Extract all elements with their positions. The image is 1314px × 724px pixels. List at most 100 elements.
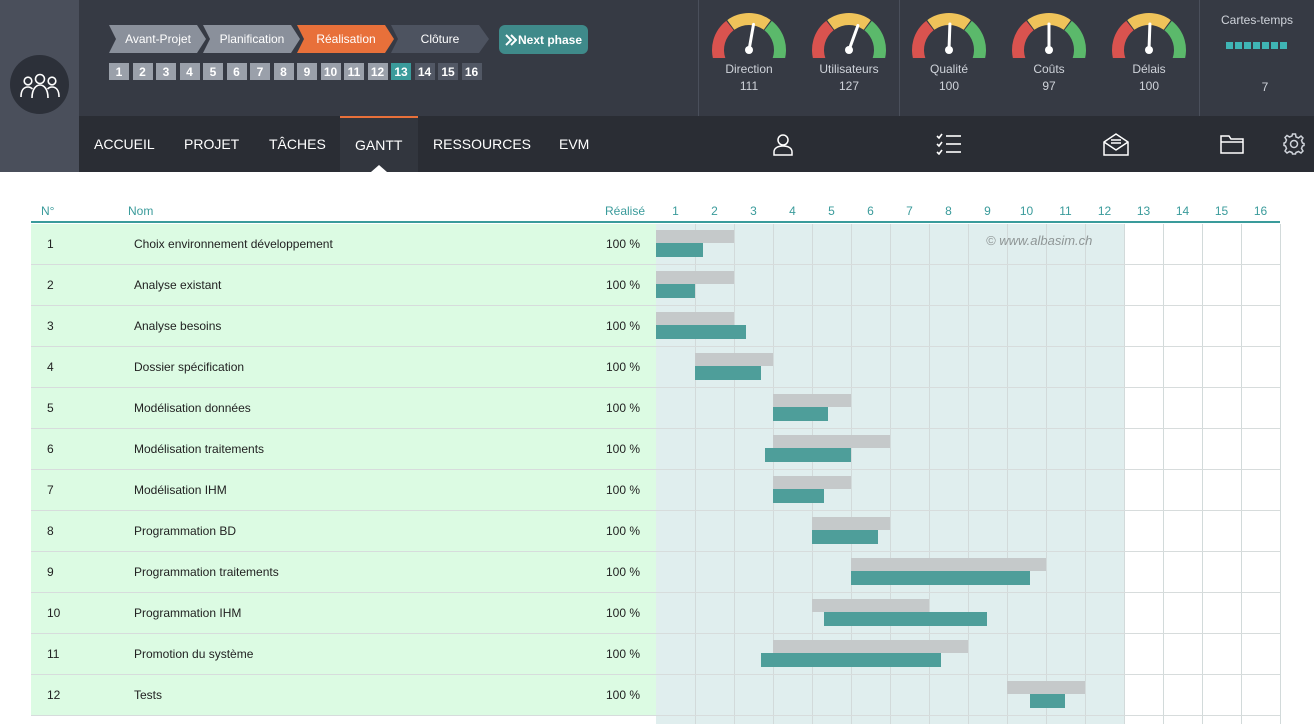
phase-cloture[interactable]: Clôture (420, 32, 460, 46)
day-header-5: 5 (828, 204, 835, 218)
gantt-gridline (1046, 224, 1047, 724)
table-row[interactable]: 10 Programmation IHM 100 % (31, 593, 1280, 634)
step-8[interactable]: 8 (273, 63, 294, 80)
table-row[interactable]: 1 Choix environnement développement 100 % (31, 224, 1280, 265)
step-11[interactable]: 11 (344, 63, 364, 80)
step-5[interactable]: 5 (203, 63, 223, 80)
task-realise: 100 % (606, 565, 641, 579)
table-row[interactable]: 8 Programmation BD 100 % (31, 511, 1280, 552)
nav-evm[interactable]: EVM (559, 136, 590, 152)
table-row[interactable]: 9 Programmation traitements 100 % (31, 552, 1280, 593)
actual-bar[interactable] (656, 284, 695, 298)
planned-bar[interactable] (656, 312, 734, 325)
step-3[interactable]: 3 (156, 63, 176, 80)
planned-bar[interactable] (773, 640, 968, 653)
step-10[interactable]: 10 (320, 63, 341, 80)
user-icon[interactable] (762, 116, 804, 172)
table-row[interactable]: 7 Modélisation IHM 100 % (31, 470, 1280, 511)
planned-bar[interactable] (812, 517, 890, 530)
actual-bar[interactable] (656, 243, 703, 257)
gauge-value: 111 (739, 79, 759, 93)
step-12[interactable]: 12 (367, 63, 388, 80)
table-row[interactable]: 12 Tests 100 % (31, 675, 1280, 716)
mail-icon[interactable] (1095, 116, 1137, 172)
step-2[interactable]: 2 (132, 63, 153, 80)
col-header-name: Nom (128, 204, 154, 218)
row-info-cell: 6 Modélisation traitements 100 % (31, 429, 656, 469)
day-header-8: 8 (945, 204, 952, 218)
phase-avant-projet[interactable]: Avant-Projet (125, 32, 191, 46)
step-1[interactable]: 1 (109, 63, 129, 80)
gantt-gridline (929, 224, 930, 724)
actual-bar[interactable] (761, 653, 941, 667)
gear-icon[interactable] (1274, 116, 1314, 172)
actual-bar[interactable] (851, 571, 1031, 585)
task-number: 5 (47, 401, 54, 415)
table-row[interactable]: 4 Dossier spécification 100 % (31, 347, 1280, 388)
nav-taches[interactable]: TÂCHES (269, 136, 326, 152)
team-logo-icon[interactable] (10, 55, 69, 114)
folder-icon[interactable] (1210, 116, 1254, 172)
task-name: Modélisation données (134, 401, 251, 415)
nav-ressources[interactable]: RESSOURCES (433, 136, 532, 152)
planned-bar[interactable] (656, 230, 734, 243)
day-header-7: 7 (906, 204, 913, 218)
table-row[interactable]: 5 Modélisation données 100 % (31, 388, 1280, 429)
phase-planification[interactable]: Planification (219, 32, 285, 46)
step-7[interactable]: 7 (250, 63, 270, 80)
task-name: Analyse besoins (134, 319, 222, 333)
day-header-16: 16 (1253, 204, 1268, 218)
step-14[interactable]: 14 (414, 63, 435, 80)
task-number: 8 (47, 524, 54, 538)
day-header-15: 15 (1214, 204, 1229, 218)
row-info-cell: 8 Programmation BD 100 % (31, 511, 656, 551)
planned-bar[interactable] (656, 271, 734, 284)
task-name: Modélisation traitements (134, 442, 265, 456)
gauge-label: Délais (1132, 62, 1166, 76)
actual-bar[interactable] (656, 325, 746, 339)
table-row[interactable]: 6 Modélisation traitements 100 % (31, 429, 1280, 470)
phase-realisation[interactable]: Réalisation (316, 32, 376, 46)
nav-gantt[interactable]: GANTT (340, 116, 418, 172)
gantt-gridline (1202, 224, 1203, 724)
step-6[interactable]: 6 (226, 63, 247, 80)
gantt-gridline (812, 224, 813, 724)
next-phase-button[interactable]: Next phase (499, 25, 588, 54)
table-row[interactable]: 2 Analyse existant 100 % (31, 265, 1280, 306)
gauge-dial (1112, 12, 1186, 58)
nav-projet[interactable]: PROJET (184, 136, 240, 152)
planned-bar[interactable] (812, 599, 929, 612)
actual-bar[interactable] (812, 530, 879, 544)
actual-bar[interactable] (695, 366, 762, 380)
checklist-icon[interactable] (928, 116, 970, 172)
day-header-9: 9 (984, 204, 991, 218)
planned-bar[interactable] (773, 394, 851, 407)
table-row[interactable]: 3 Analyse besoins 100 % (31, 306, 1280, 347)
day-header-11: 11 (1059, 204, 1072, 218)
actual-bar[interactable] (1030, 694, 1066, 708)
actual-bar[interactable] (773, 407, 828, 421)
step-4[interactable]: 4 (179, 63, 200, 80)
row-info-cell: 5 Modélisation données 100 % (31, 388, 656, 428)
planned-bar[interactable] (851, 558, 1046, 571)
actual-bar[interactable] (823, 612, 988, 626)
gantt-gridline (1163, 224, 1164, 724)
day-header-2: 2 (711, 204, 718, 218)
step-9[interactable]: 9 (297, 63, 317, 80)
nav-accueil[interactable]: ACCUEIL (94, 136, 155, 152)
step-13[interactable]: 13 (391, 63, 411, 80)
row-info-cell: 7 Modélisation IHM 100 % (31, 470, 656, 510)
day-header-14: 14 (1175, 204, 1190, 218)
planned-bar[interactable] (695, 353, 773, 366)
planned-bar[interactable] (1007, 681, 1085, 694)
task-realise: 100 % (606, 401, 641, 415)
watermark: © www.albasim.ch (986, 233, 1093, 248)
planned-bar[interactable] (773, 435, 890, 448)
step-15[interactable]: 15 (438, 63, 458, 80)
planned-bar[interactable] (773, 476, 851, 489)
task-realise: 100 % (606, 524, 641, 538)
step-16[interactable]: 16 (461, 63, 482, 80)
table-row[interactable]: 11 Promotion du système 100 % (31, 634, 1280, 675)
actual-bar[interactable] (765, 448, 851, 462)
actual-bar[interactable] (773, 489, 824, 503)
